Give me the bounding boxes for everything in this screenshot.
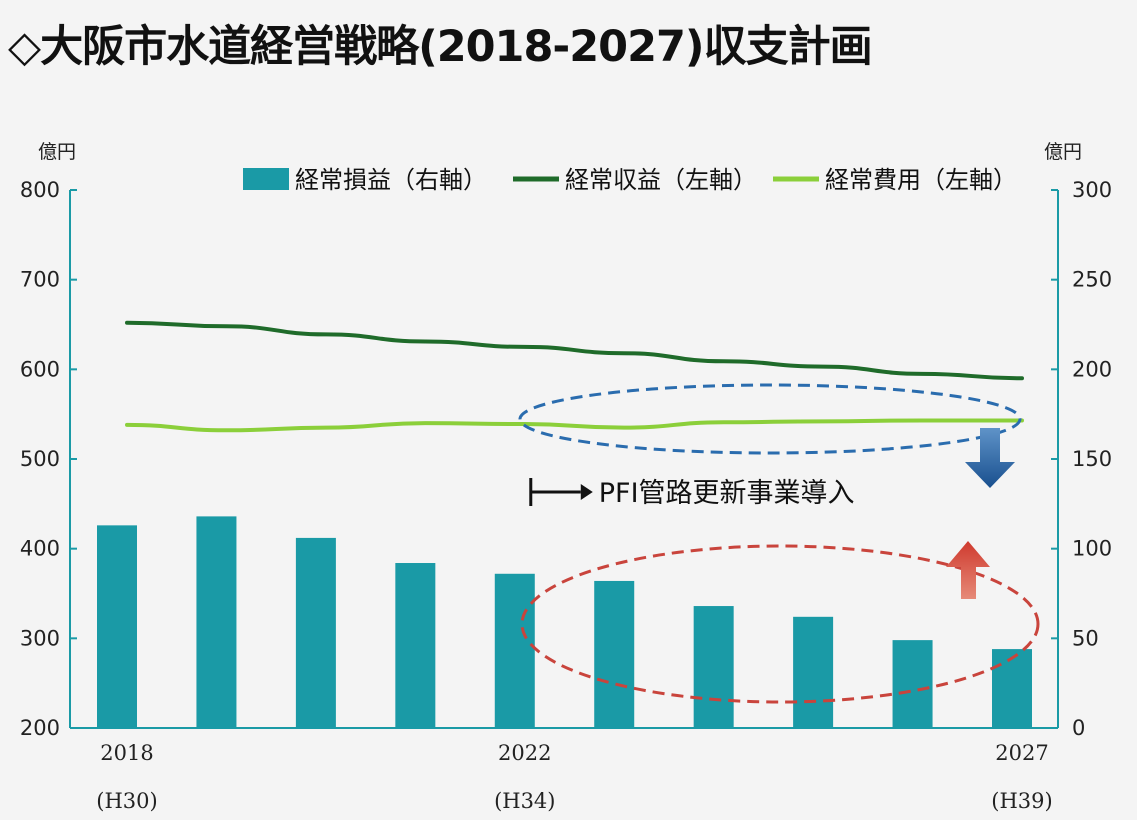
- left-tick-label: 400: [20, 537, 60, 561]
- bar: [793, 616, 834, 728]
- legend: 経常損益（右軸） 経常収益（左軸） 経常費用（左軸）: [243, 166, 1017, 194]
- left-tick-label: 200: [20, 716, 60, 740]
- right-tick-label: 0: [1072, 716, 1085, 740]
- legend-label: 経常収益（左軸）: [565, 166, 757, 194]
- annotation-arrow-head: [580, 484, 593, 500]
- bar: [494, 573, 535, 728]
- series-line: [125, 320, 1024, 381]
- x-tick-era-label: (H39): [991, 789, 1052, 813]
- right-tick-label: 50: [1072, 626, 1099, 650]
- decorations: PFI管路更新事業導入: [518, 383, 1040, 704]
- bar: [594, 580, 635, 728]
- annotation-label: PFI管路更新事業導入: [599, 478, 855, 509]
- right-tick-label: 100: [1072, 537, 1112, 561]
- x-tick-era-label: (H34): [494, 789, 555, 813]
- bars-layer: [97, 516, 1032, 728]
- series-line: [125, 418, 1024, 433]
- bar: [196, 516, 237, 728]
- right-tick-label: 300: [1072, 178, 1112, 202]
- right-tick-label: 150: [1072, 447, 1112, 471]
- left-axis-unit: 億円: [38, 141, 76, 163]
- legend-label: 経常損益（右軸）: [295, 166, 487, 194]
- left-tick-label: 800: [20, 178, 60, 202]
- legend-swatch-bar: [243, 168, 289, 190]
- bar: [395, 563, 436, 728]
- left-tick-label: 700: [20, 268, 60, 292]
- right-tick-label: 250: [1072, 268, 1112, 292]
- up-arrow-icon: [946, 541, 990, 599]
- bar: [693, 606, 734, 728]
- right-tick-label: 200: [1072, 357, 1112, 381]
- bar: [892, 640, 933, 728]
- bar: [295, 537, 336, 728]
- down-arrow-icon: [965, 428, 1015, 488]
- bar: [97, 525, 137, 728]
- right-axis-unit: 億円: [1044, 141, 1082, 163]
- left-tick-label: 500: [20, 447, 60, 471]
- left-tick-label: 600: [20, 357, 60, 381]
- x-tick-label: 2027: [995, 741, 1048, 765]
- legend-label: 経常費用（左軸）: [825, 166, 1017, 194]
- x-tick-era-label: (H30): [96, 789, 157, 813]
- highlight-ellipse-red: [520, 544, 1040, 704]
- lines-layer: [125, 320, 1024, 433]
- bar: [992, 649, 1032, 728]
- axes: 200 300 400 500 600 700 800 0 50 100 150 200 250 300 億…: [20, 141, 1112, 813]
- x-tick-label: 2022: [498, 741, 551, 765]
- highlight-ellipse-blue: [518, 383, 1022, 455]
- x-tick-label: 2018: [100, 741, 153, 765]
- left-tick-label: 300: [20, 626, 60, 650]
- chart-title: ◇大阪市水道経営戦略(2018-2027)収支計画: [8, 22, 873, 72]
